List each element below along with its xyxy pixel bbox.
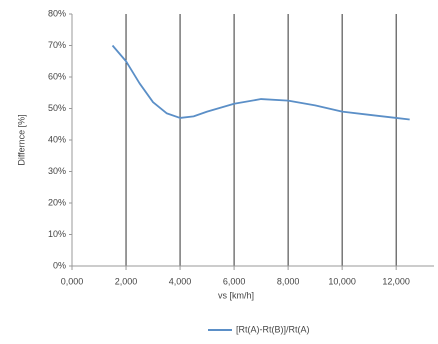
x-tick-label: 2,000 xyxy=(115,276,138,286)
x-tick-label: 8,000 xyxy=(277,276,300,286)
y-tick-label: 10% xyxy=(48,229,66,239)
x-tick-label: 4,000 xyxy=(169,276,192,286)
y-tick-label: 30% xyxy=(48,166,66,176)
y-tick-label: 60% xyxy=(48,71,66,81)
y-tick-label: 40% xyxy=(48,134,66,144)
legend-label: [Rt(A)-Rt(B)]/Rt(A) xyxy=(236,324,310,334)
data-line xyxy=(111,44,410,121)
x-tick-label: 6,000 xyxy=(223,276,246,286)
y-axis-label: Differnce [%] xyxy=(16,114,26,165)
y-tick-label: 50% xyxy=(48,103,66,113)
x-tick-label: 0,000 xyxy=(61,276,84,286)
y-tick-label: 0% xyxy=(53,260,66,270)
x-tick-label: 10,000 xyxy=(328,276,356,286)
x-axis-label: vs [km/h] xyxy=(218,290,254,300)
y-tick-label: 80% xyxy=(48,8,66,18)
y-tick-label: 20% xyxy=(48,197,66,207)
x-tick-label: 12,000 xyxy=(382,276,410,286)
y-tick-label: 70% xyxy=(48,40,66,50)
